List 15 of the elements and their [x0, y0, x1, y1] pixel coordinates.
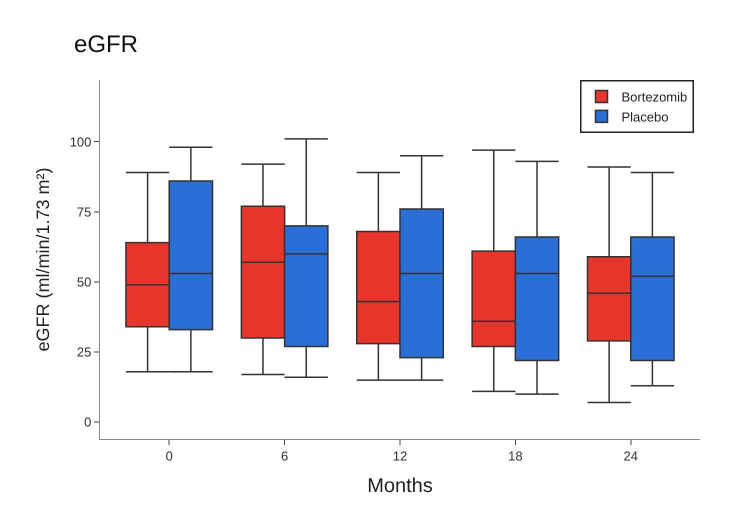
- y-tick-label: 0: [84, 414, 92, 430]
- x-axis-title: Months: [367, 475, 433, 498]
- y-tick-label: 25: [76, 344, 92, 360]
- y-tick-label: 75: [76, 204, 92, 220]
- chart-title: eGFR: [74, 31, 138, 58]
- y-tick-label: 50: [76, 274, 92, 290]
- x-tick-label: 12: [392, 448, 408, 464]
- y-tick-label: 100: [70, 134, 92, 150]
- legend-label: Bortezomib: [622, 90, 688, 105]
- legend-label: Placebo: [622, 109, 668, 124]
- x-tick-label: 0: [166, 448, 173, 464]
- x-tick-label: 6: [281, 448, 288, 464]
- x-tick-label: 18: [508, 448, 523, 464]
- x-tick-label: 24: [624, 448, 638, 464]
- y-axis-title: eGFR (ml/min/1.73 m²): [32, 167, 53, 352]
